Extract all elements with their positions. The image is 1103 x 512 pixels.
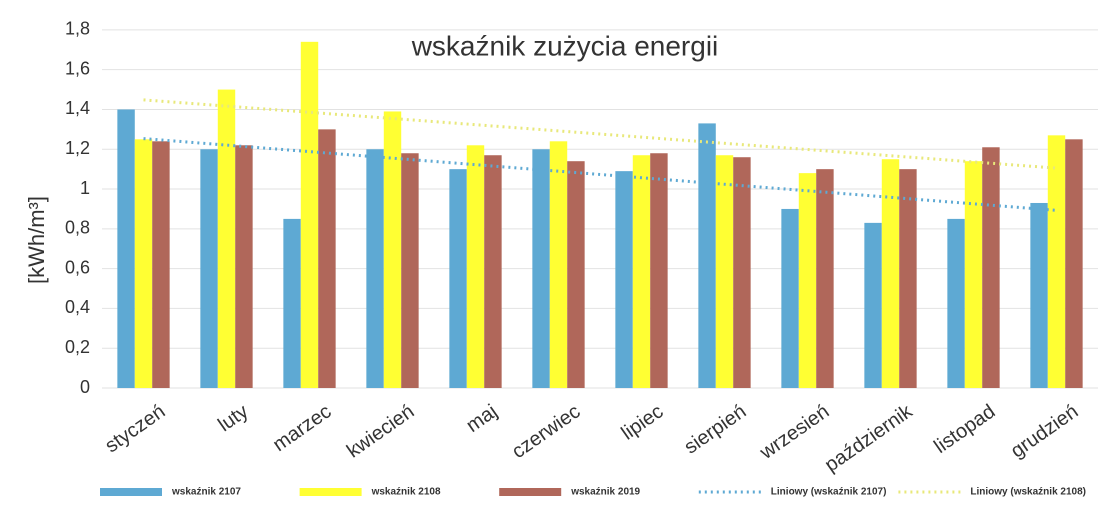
bar	[698, 123, 716, 389]
bar	[466, 145, 485, 388]
bar	[899, 169, 917, 388]
bar	[200, 149, 218, 388]
bar	[300, 41, 319, 389]
bar	[982, 147, 1000, 388]
bar	[366, 149, 384, 388]
bar	[715, 155, 734, 388]
y-tick-label: 1,2	[65, 138, 90, 158]
bar	[816, 169, 834, 388]
bar	[798, 173, 817, 388]
bar	[484, 155, 502, 388]
bar	[615, 171, 633, 388]
x-tick-label: luty	[214, 400, 252, 436]
bar	[134, 139, 153, 388]
bar	[549, 141, 568, 388]
y-axis-label: [kWh/m³]	[24, 196, 49, 284]
legend-key	[499, 488, 562, 496]
y-tick-label: 1,6	[65, 58, 90, 78]
legend-label: wskaźnik 2108	[371, 487, 441, 498]
y-tick-label: 1,4	[65, 98, 90, 118]
y-tick-label: 1	[80, 178, 90, 198]
bar	[567, 161, 585, 388]
bar	[449, 169, 467, 388]
bar	[781, 208, 799, 388]
bar	[283, 218, 301, 388]
bar	[650, 153, 668, 388]
x-tick-label: wrzesień	[755, 400, 833, 464]
bar	[117, 109, 135, 388]
x-tick-label: lipiec	[617, 400, 667, 444]
x-tick-label: październik	[821, 400, 917, 477]
bar	[318, 129, 336, 389]
bar	[401, 153, 419, 388]
y-tick-label: 0,6	[65, 257, 90, 277]
legend-label: wskaźnik 2107	[171, 487, 241, 498]
legend-label: Liniowy (wskaźnik 2107)	[771, 487, 887, 498]
bar	[217, 89, 236, 388]
bar	[383, 111, 402, 388]
x-tick-label: marzec	[269, 400, 335, 456]
bar	[235, 145, 253, 388]
x-tick-label: listopad	[930, 400, 999, 458]
x-tick-label: sierpień	[680, 400, 750, 458]
y-tick-label: 0,4	[65, 297, 90, 317]
bar	[1065, 139, 1083, 388]
bar	[632, 155, 651, 388]
y-tick-label: 0	[80, 377, 90, 397]
legend-label: wskaźnik 2019	[570, 487, 640, 498]
x-tick-label: styczeń	[101, 400, 169, 457]
bar	[733, 157, 751, 388]
bar	[964, 161, 983, 388]
x-tick-label: czerwiec	[508, 400, 584, 463]
legend-key	[100, 488, 162, 496]
trend-line	[143, 137, 1057, 212]
y-tick-label: 0,2	[65, 337, 90, 357]
bar	[1030, 202, 1048, 388]
bar	[881, 159, 900, 388]
chart-title: wskaźnik zużycia energii	[411, 30, 719, 61]
bar	[947, 218, 965, 388]
bar	[1047, 135, 1066, 388]
bar	[532, 149, 550, 388]
trend-line	[143, 98, 1057, 170]
bar	[864, 222, 882, 388]
x-tick-label: kwiecień	[343, 400, 418, 462]
bar	[152, 141, 170, 388]
legend-key	[299, 488, 362, 496]
x-tick-label: grudzień	[1007, 400, 1082, 462]
y-tick-label: 1,8	[65, 19, 90, 39]
y-tick-label: 0,8	[65, 218, 90, 238]
legend-label: Liniowy (wskaźnik 2108)	[970, 487, 1086, 498]
x-tick-label: maj	[462, 400, 501, 437]
